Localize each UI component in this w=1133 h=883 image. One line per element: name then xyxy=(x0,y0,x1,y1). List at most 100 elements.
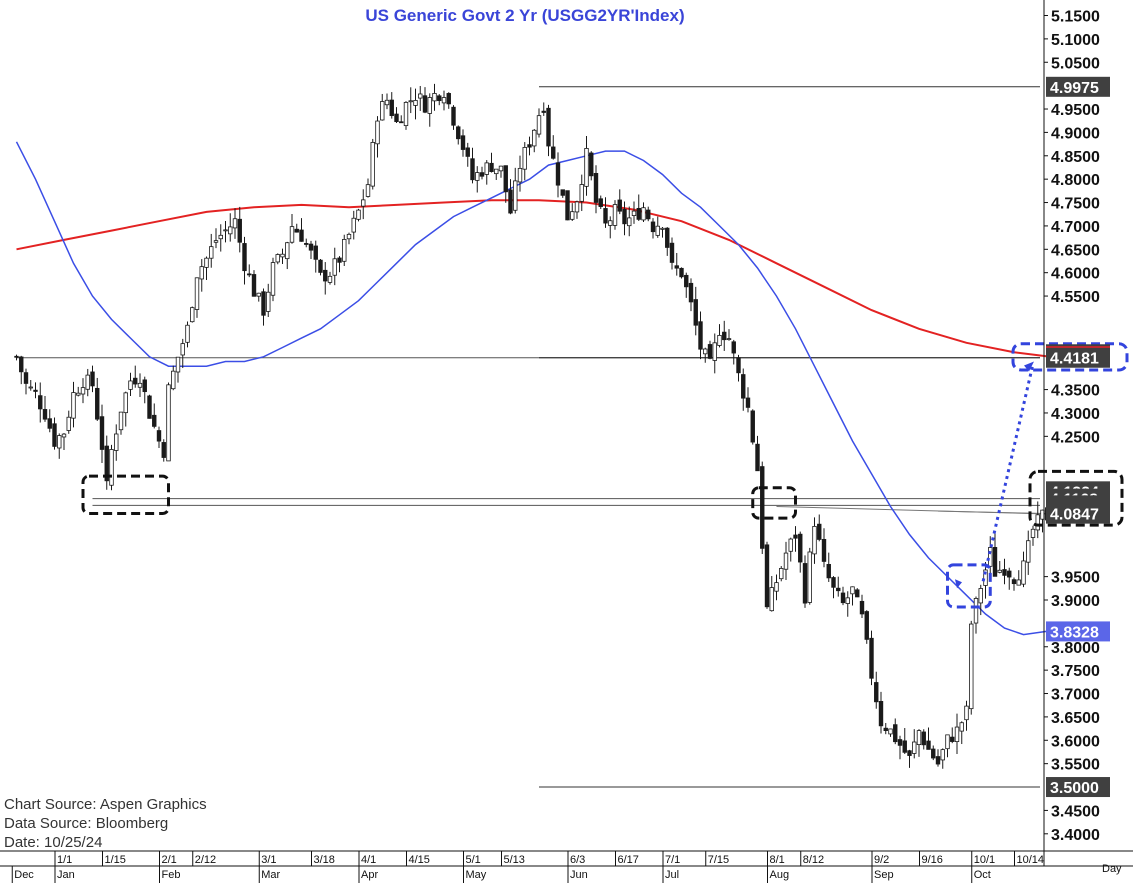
candle-body xyxy=(983,569,988,586)
candle-body xyxy=(80,387,86,395)
candle-body xyxy=(741,374,746,399)
candle-body xyxy=(142,379,147,393)
candle-body xyxy=(897,739,903,746)
candle-body xyxy=(95,387,100,420)
candle-body xyxy=(608,220,613,226)
candle-body xyxy=(361,199,366,207)
candle-body xyxy=(280,253,285,258)
candle-body xyxy=(589,152,594,177)
candle-body xyxy=(688,282,694,303)
candle-body xyxy=(470,158,475,181)
candle-body xyxy=(641,207,646,221)
candle-body xyxy=(413,100,418,106)
y-tick-label: 4.9500 xyxy=(1051,102,1100,119)
candle-body xyxy=(850,586,855,595)
arrow-head xyxy=(1024,361,1034,372)
candle-body xyxy=(57,435,62,449)
candle-body xyxy=(969,623,974,710)
candle-body xyxy=(817,523,822,540)
y-tick-label: 4.3500 xyxy=(1051,383,1100,400)
candle-body xyxy=(950,736,955,742)
price-label-box xyxy=(1046,621,1110,642)
candle-body xyxy=(171,370,176,390)
source-line-3: Date: 10/25/24 xyxy=(4,834,103,851)
candle-body xyxy=(384,99,390,106)
candle-body xyxy=(489,162,494,173)
y-tick-label: 3.4000 xyxy=(1051,827,1100,844)
candle-body xyxy=(199,266,204,280)
candle-body xyxy=(175,356,181,373)
candle-body xyxy=(494,168,499,175)
candle-body xyxy=(760,466,765,549)
candle-body xyxy=(85,374,90,390)
candle-body xyxy=(256,292,261,297)
candle-body xyxy=(1011,579,1017,585)
candle-body xyxy=(223,229,228,232)
y-tick-label: 4.2500 xyxy=(1051,429,1100,446)
candle-body xyxy=(342,239,347,262)
date-tick-label: 2/12 xyxy=(195,854,216,866)
price-label: 4.9975 xyxy=(1050,80,1099,97)
candle-body xyxy=(66,416,71,431)
month-label: Jun xyxy=(570,869,588,881)
candle-body xyxy=(403,101,409,127)
candle-body xyxy=(793,534,798,539)
candle-body xyxy=(323,269,328,282)
candle-body xyxy=(437,95,442,102)
candle-body xyxy=(484,162,489,175)
candle-body xyxy=(479,172,485,177)
source-line-1: Chart Source: Aspen Graphics xyxy=(4,796,207,813)
candle-body xyxy=(669,242,675,263)
candle-body xyxy=(166,384,171,462)
price-label: 3.8328 xyxy=(1050,624,1099,641)
candle-body xyxy=(237,218,242,243)
candle-body xyxy=(859,600,865,615)
candle-body xyxy=(218,234,223,240)
candle-body xyxy=(693,299,698,326)
date-tick-label: 7/15 xyxy=(708,854,729,866)
candle-body xyxy=(446,93,451,105)
candle-body xyxy=(940,749,945,761)
candle-body xyxy=(636,207,641,220)
y-tick-label: 3.9000 xyxy=(1051,593,1100,610)
candle-body xyxy=(665,227,670,248)
y-tick-label: 3.8000 xyxy=(1051,640,1100,657)
candle-body xyxy=(992,547,998,577)
candle-body xyxy=(204,257,209,268)
candle-body xyxy=(574,201,580,213)
candle-body xyxy=(883,727,888,731)
candle-body xyxy=(152,414,157,427)
date-tick-label: 5/13 xyxy=(504,854,525,866)
candle-body xyxy=(612,204,618,226)
arrow-head xyxy=(955,579,962,589)
candle-body xyxy=(370,142,375,187)
candle-body xyxy=(755,443,760,472)
horizontal-reference-lines xyxy=(16,86,1048,788)
candle-body xyxy=(1016,579,1021,586)
candle-body xyxy=(47,418,52,429)
y-tick-label: 3.6000 xyxy=(1051,733,1100,750)
chart-title: US Generic Govt 2 Yr (USGG2YR'Index) xyxy=(365,6,684,25)
candle-body xyxy=(299,229,304,242)
y-tick-label: 3.9500 xyxy=(1051,570,1100,587)
date-tick-label: 3/1 xyxy=(261,854,276,866)
moving-average-blue xyxy=(15,141,1048,636)
candle-body xyxy=(902,740,907,753)
price-label-box xyxy=(1046,777,1110,798)
candle-body xyxy=(517,167,523,183)
price-label-box xyxy=(1046,347,1110,368)
candle-body xyxy=(52,423,57,447)
y-tick-label: 5.0500 xyxy=(1051,55,1100,72)
candle-body xyxy=(42,409,48,420)
candle-body xyxy=(294,228,299,233)
candle-body xyxy=(964,705,969,721)
candle-body xyxy=(247,273,252,276)
candle-body xyxy=(973,598,979,624)
candle-body xyxy=(555,162,561,186)
date-tick-label: 1/1 xyxy=(57,854,72,866)
candle-body xyxy=(308,243,314,251)
price-label-box xyxy=(1046,76,1110,97)
y-tick-label: 4.3000 xyxy=(1051,406,1100,423)
candle-body xyxy=(228,226,233,235)
candle-body xyxy=(954,726,960,743)
